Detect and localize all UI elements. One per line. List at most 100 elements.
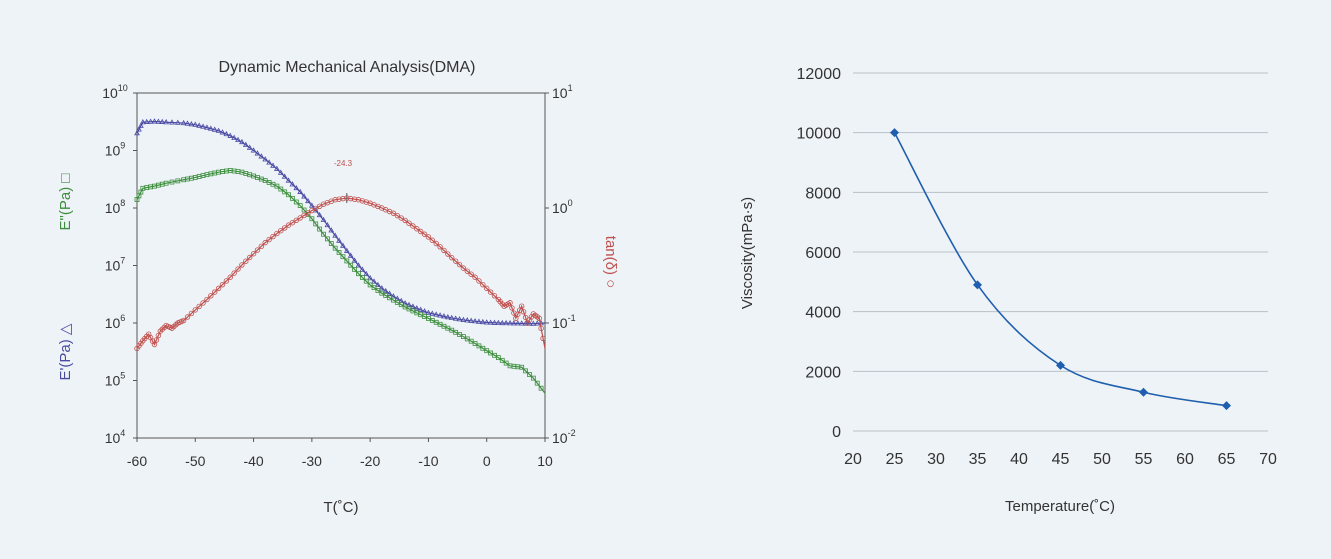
dma-point [394, 212, 401, 219]
dma-point [254, 150, 261, 156]
dma-point [437, 244, 443, 250]
dma-point [386, 290, 393, 296]
dma-point [452, 258, 459, 264]
dma-point [487, 319, 494, 325]
dma-point [301, 207, 307, 213]
dma-point [207, 125, 214, 131]
dma-point [518, 303, 525, 309]
dma-point [328, 241, 334, 246]
viscosity-x-axis-label: Temperature(˚C) [1005, 498, 1115, 515]
dma-point [445, 251, 451, 257]
dma-point [188, 120, 195, 127]
dma-point [282, 189, 288, 195]
viscosity-x-tick-label: 60 [1176, 451, 1194, 468]
dma-point [538, 385, 544, 391]
dma-point [235, 266, 241, 272]
dma-point [270, 162, 276, 168]
dma-point [313, 221, 319, 227]
dma-point [308, 202, 315, 208]
viscosity-y-tick-label: 8000 [805, 185, 841, 202]
dma-point [448, 314, 455, 321]
dma-point [519, 364, 525, 370]
dma-point [348, 195, 354, 202]
dma-point [522, 314, 529, 321]
dma-x-tick-label: -60 [127, 453, 147, 469]
dma-point [503, 319, 510, 326]
dma-point [277, 169, 284, 175]
dma-point [293, 217, 300, 224]
dma-point [507, 300, 513, 306]
dma-point [136, 126, 142, 132]
viscosity-y-tick-label: 6000 [805, 245, 841, 262]
dma-point [219, 129, 226, 135]
dma-point [332, 245, 338, 251]
dma-point [433, 240, 439, 247]
dma-point [200, 123, 206, 129]
dma-left-tick-label: 104 [105, 428, 126, 446]
dma-point [212, 289, 218, 295]
dma-point [464, 268, 470, 274]
dma-point [340, 242, 346, 248]
viscosity-x-tick-label: 65 [1218, 451, 1236, 468]
dma-point [316, 211, 323, 218]
dma-point [509, 305, 515, 311]
dma-point [163, 119, 170, 125]
dma-point [289, 220, 296, 226]
viscosity-x-tick-label: 35 [969, 451, 987, 468]
dma-point [491, 319, 498, 325]
dma-point [456, 316, 463, 322]
dma-point [254, 247, 261, 253]
dma-point [320, 216, 327, 222]
dma-point [375, 281, 381, 288]
dma-point [476, 318, 482, 324]
dma-point [538, 325, 544, 332]
dma-left-tick-label: 108 [105, 198, 126, 216]
dma-point [355, 197, 362, 203]
dma-chart-title: Dynamic Mechanical Analysis(DMA) [219, 59, 476, 76]
dma-point [518, 320, 525, 326]
dma-point [196, 122, 203, 128]
dma-point [507, 320, 513, 326]
dma-point [441, 313, 447, 319]
dma-point [479, 318, 486, 325]
dma-point [305, 197, 311, 204]
dma-point [147, 118, 154, 124]
dma-right-tick-label: 10-2 [552, 428, 576, 446]
dma-point [352, 267, 358, 272]
dma-point [192, 307, 198, 313]
dma-series-markers-1 [134, 118, 544, 326]
dma-point [250, 251, 257, 257]
dma-point [204, 124, 210, 130]
dma-point [441, 247, 447, 254]
dma-point [540, 335, 546, 342]
dma-point [425, 309, 432, 315]
dma-point [297, 188, 304, 194]
dma-point [527, 372, 532, 377]
dma-point [468, 317, 475, 323]
dma-point [530, 375, 536, 381]
dma-point [180, 317, 187, 324]
dma-point [332, 197, 338, 203]
dma-point [414, 226, 420, 232]
dma-point [382, 287, 389, 294]
dma-point [456, 261, 463, 268]
dma-point [336, 250, 342, 255]
viscosity-y-tick-label: 10000 [797, 126, 842, 143]
dma-point [398, 215, 404, 221]
dma-point [159, 118, 166, 124]
dma-point [371, 285, 377, 291]
dma-point [359, 266, 366, 272]
dma-point [274, 165, 280, 171]
dma-point [363, 270, 370, 277]
dma-point [312, 207, 319, 213]
dma-point [317, 226, 323, 232]
dma-point [281, 225, 288, 231]
viscosity-y-tick-label: 12000 [797, 66, 842, 83]
dma-point [378, 285, 385, 291]
dma-point [417, 228, 424, 235]
dma-point [499, 357, 505, 363]
dma-point [367, 275, 374, 281]
viscosity-x-tick-label: 70 [1259, 451, 1277, 468]
dma-point [511, 310, 517, 316]
dma-point [328, 227, 335, 233]
